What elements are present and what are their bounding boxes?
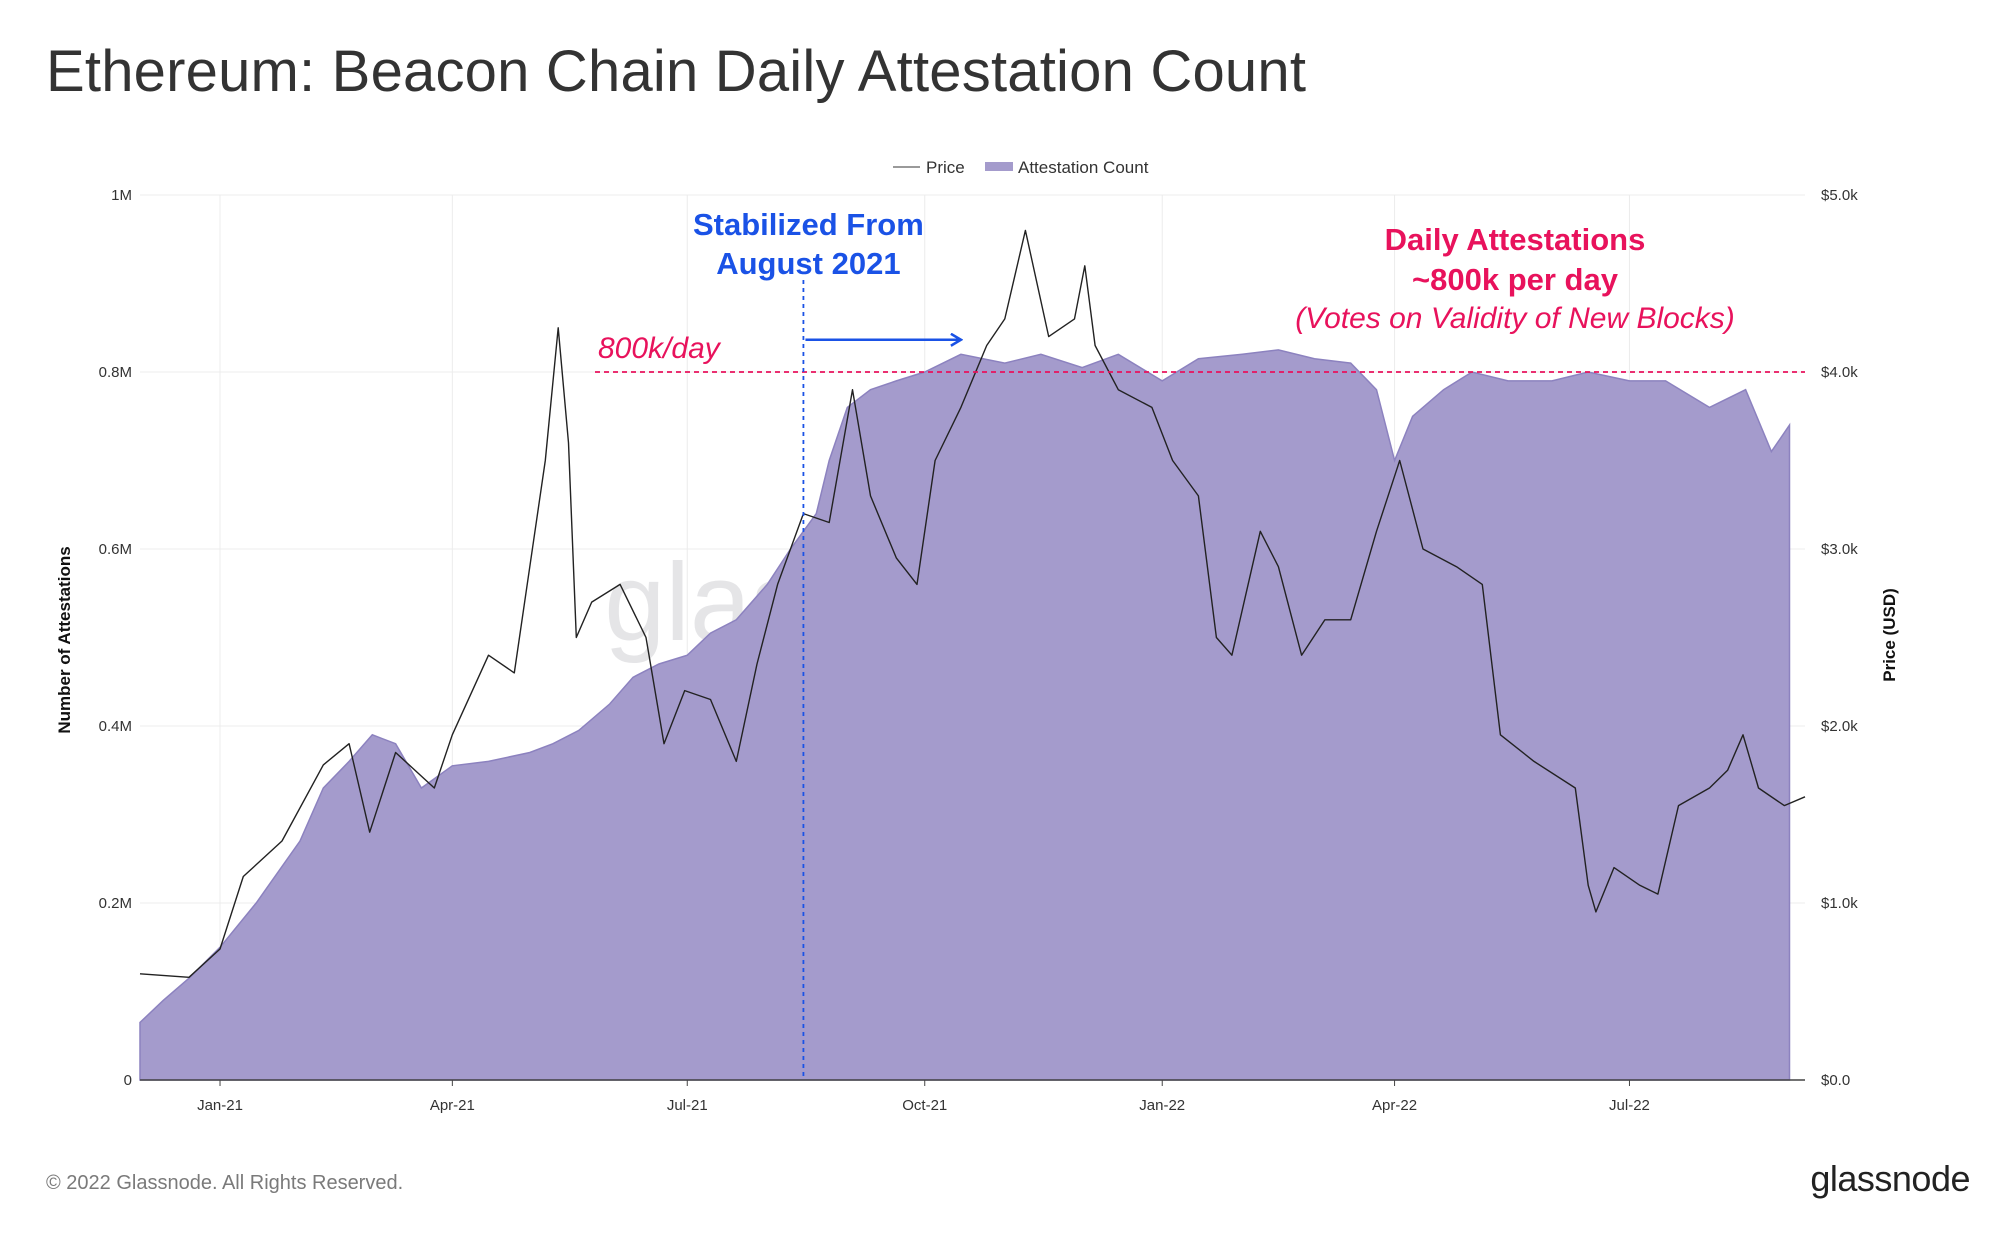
marker-label-line-1: Stabilized From [693,207,924,242]
x-tick-label-2: Jul-21 [667,1097,708,1114]
y-left-tick-label-3: 0.6M [99,541,132,558]
glassnode-logo[interactable]: glassnode [1810,1158,1970,1199]
y-left-tick-label-1: 0.2M [99,895,132,912]
x-tick-label-5: Apr-22 [1372,1097,1417,1114]
price-line [139,229,1806,978]
y-right-tick-label-3: $3.0k [1821,541,1858,558]
annotation-title: Daily Attestations [1385,222,1646,257]
y-right-tick-label-4: $4.0k [1821,364,1858,381]
y-left-tick-label-0: 0 [124,1072,132,1089]
legend: Price Attestation Count [893,158,1149,177]
y-left-axis-title: Number of Attestations [55,546,74,733]
legend-attestation-label[interactable]: Attestation Count [1018,158,1149,177]
x-tick-label-4: Jan-22 [1139,1097,1185,1114]
x-axis-ticks: Jan-21 Apr-21 Jul-21 Oct-21 Jan-22 Apr-22 Jul-… [197,1080,1650,1114]
x-tick-label-0: Jan-21 [197,1097,243,1114]
y-right-tick-label-5: $5.0k [1821,187,1858,204]
y-left-tick-label-4: 0.8M [99,364,132,381]
y-right-tick-label-0: $0.0 [1821,1072,1850,1089]
y-left-tick-label-2: 0.4M [99,718,132,735]
y-right-axis-ticks: $0.0 $1.0k $2.0k $3.0k $4.0k $5.0k [1821,187,1858,1089]
page-title: Ethereum: Beacon Chain Daily Attestation… [46,39,1307,104]
legend-attestation-swatch [985,162,1013,171]
y-right-tick-label-1: $1.0k [1821,895,1858,912]
x-tick-label-1: Apr-21 [430,1097,475,1114]
attestation-count-area [139,349,1791,1081]
y-left-tick-label-5: 1M [111,187,132,204]
x-tick-label-6: Jul-22 [1609,1097,1650,1114]
annotation-subtitle: ~800k per day [1412,262,1619,297]
x-tick-label-3: Oct-21 [902,1097,947,1114]
reference-line-label: 800k/day [598,332,722,365]
marker-label-line-2: August 2021 [716,246,900,281]
footer-copyright: © 2022 Glassnode. All Rights Reserved. [46,1172,404,1194]
legend-price-label[interactable]: Price [926,158,965,177]
y-right-axis-title: Price (USD) [1880,588,1899,682]
annotation-note: (Votes on Validity of New Blocks) [1295,302,1735,335]
y-right-tick-label-2: $2.0k [1821,718,1858,735]
y-left-axis-ticks: 0 0.2M 0.4M 0.6M 0.8M 1M [99,187,132,1089]
